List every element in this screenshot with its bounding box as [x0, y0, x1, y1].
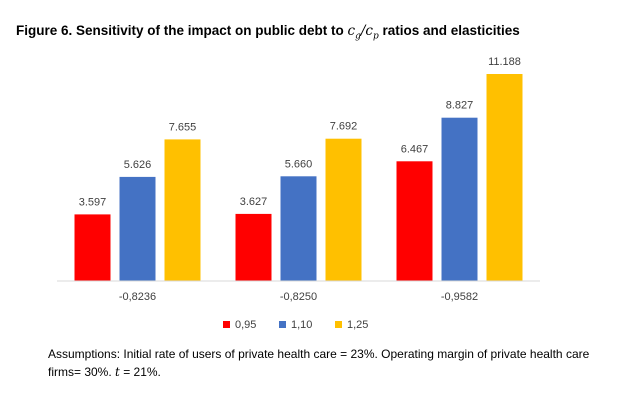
- legend-swatch-1: [223, 321, 230, 328]
- legend-swatch-2: [279, 321, 286, 328]
- title-suffix: ratios and elasticities: [378, 23, 520, 38]
- data-label: 8.827: [446, 100, 474, 112]
- note-part-2: = 21%.: [119, 365, 161, 379]
- legend: 0,95 1,10 1,25: [223, 319, 368, 331]
- legend-label-2: 1,10: [291, 319, 312, 331]
- legend-swatch-3: [335, 321, 342, 328]
- bar-1-25-cat-2: [325, 138, 362, 281]
- data-label: 3.597: [79, 196, 107, 208]
- data-label: 7.655: [169, 121, 197, 133]
- bar-1-10-cat-3: [441, 117, 478, 281]
- bar-chart: 3.597 5.626 7.655 3.627 5.660 7.692 6.467 8.827…: [57, 56, 540, 331]
- chart-title: Figure 6. Sensitivity of the impact on p…: [16, 23, 520, 42]
- data-label: 6.467: [401, 143, 429, 155]
- category-label-layer: -0,8236 -0,8250 -0,9582: [119, 291, 478, 303]
- legend-label-3: 1,25: [347, 319, 368, 331]
- data-label: 7.692: [330, 121, 358, 133]
- bar-0-95-cat-2: [235, 213, 272, 281]
- bar-1-10-cat-2: [280, 176, 317, 281]
- bar-0-95-cat-3: [396, 161, 433, 281]
- bar-layer: [74, 74, 523, 281]
- data-label-layer: 3.597 5.626 7.655 3.627 5.660 7.692 6.467 8.827…: [79, 56, 521, 208]
- category-label: -0,8250: [280, 291, 317, 303]
- legend-label-1: 0,95: [235, 319, 256, 331]
- note-part-1: Assumptions: Initial rate of users of pr…: [48, 347, 590, 379]
- category-label: -0,9582: [441, 291, 478, 303]
- bar-1-25-cat-1: [164, 139, 201, 281]
- data-label: 3.627: [240, 196, 268, 208]
- bar-1-25-cat-3: [486, 74, 523, 281]
- title-cg-symbol: cg/cp: [347, 23, 379, 42]
- category-label: -0,8236: [119, 291, 156, 303]
- note-t-variable: t: [115, 365, 120, 379]
- bar-0-95-cat-1: [74, 214, 111, 281]
- assumptions-note: Assumptions: Initial rate of users of pr…: [48, 345, 623, 381]
- bar-1-10-cat-1: [119, 176, 156, 281]
- data-label: 5.660: [285, 158, 313, 170]
- title-prefix: Figure 6. Sensitivity of the impact on p…: [16, 23, 348, 38]
- data-label: 11.188: [488, 56, 521, 68]
- data-label: 5.626: [124, 159, 152, 171]
